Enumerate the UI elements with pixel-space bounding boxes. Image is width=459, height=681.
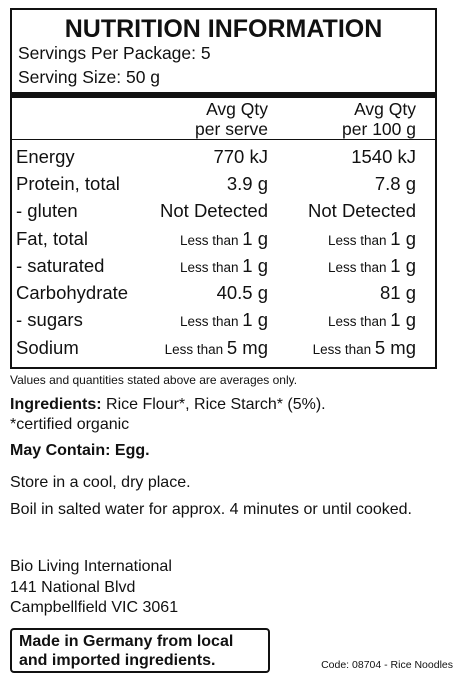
per-serve-value: Less than 5 mg bbox=[164, 336, 268, 358]
panel-title: NUTRITION INFORMATION bbox=[64, 15, 383, 43]
may-contain-label: May Contain: bbox=[10, 442, 111, 459]
nutrient-rows: Energy 770 kJ 1540 kJ Protein, total 3.9… bbox=[12, 140, 435, 361]
nutrient-name: Fat, total bbox=[16, 227, 88, 249]
may-contain-text: Egg. bbox=[110, 442, 150, 459]
origin-line-2: and imported ingredients. bbox=[19, 652, 216, 669]
column-per-100g: Avg Qty per 100 g bbox=[342, 99, 416, 139]
nutrient-row: - gluten Not Detected Not Detected bbox=[12, 198, 435, 225]
address-line-3: Campbellfield VIC 3061 bbox=[10, 599, 179, 616]
per-serve-value: Less than 1 g bbox=[179, 227, 268, 249]
nutrient-row: Fat, total Less than 1 g Less than 1 g bbox=[12, 225, 435, 252]
per-100g-value: 81 g bbox=[379, 282, 416, 304]
nutrient-row: Energy 770 kJ 1540 kJ bbox=[12, 143, 435, 170]
ingredients-line: Ingredients: Rice Flour*, Rice Starch* (… bbox=[10, 393, 326, 417]
per-100g-value: Not Detected bbox=[308, 200, 416, 222]
column-headers: Avg Qty per serve Avg Qty per 100 g bbox=[12, 98, 435, 139]
per-serve-value: Less than 1 g bbox=[179, 309, 268, 331]
per-100g-value: 7.8 g bbox=[374, 172, 416, 194]
nutrient-name: Carbohydrate bbox=[16, 282, 129, 304]
nutrient-row: - sugars Less than 1 g Less than 1 g bbox=[12, 307, 435, 334]
per-100g-value: Less than 1 g bbox=[327, 309, 416, 331]
serving-size: Serving Size: 50 g bbox=[18, 67, 161, 87]
per-serve-value: 40.5 g bbox=[216, 282, 268, 304]
per-100g-value: Less than 5 mg bbox=[312, 336, 416, 358]
storage-instructions: Store in a cool, dry place. bbox=[10, 474, 191, 491]
header-rule bbox=[12, 139, 435, 140]
nutrient-row: - saturated Less than 1 g Less than 1 g bbox=[12, 252, 435, 279]
address-line-2: 141 National Blvd bbox=[10, 578, 136, 596]
may-contain-line: May Contain: Egg. bbox=[10, 442, 150, 460]
per-100g-value: Less than 1 g bbox=[327, 227, 416, 249]
nutrient-row: Protein, total 3.9 g 7.8 g bbox=[12, 170, 435, 197]
company-address: Bio Living International 141 National Bl… bbox=[10, 557, 178, 619]
ingredients-label: Ingredients: bbox=[10, 396, 102, 413]
cooking-instructions: Boil in salted water for approx. 4 minut… bbox=[10, 501, 412, 518]
certified-organic-note: *certified organic bbox=[10, 416, 130, 433]
per-100g-value: Less than 1 g bbox=[327, 254, 416, 276]
per-serve-value: 3.9 g bbox=[226, 172, 268, 194]
nutrient-row: Sodium Less than 5 mg Less than 5 mg bbox=[12, 334, 435, 361]
country-of-origin-box: Made in Germany from local and imported … bbox=[10, 628, 270, 673]
panel-rule bbox=[12, 92, 435, 98]
origin-line-1: Made in Germany from local bbox=[19, 633, 234, 650]
per-100g-value: 1540 kJ bbox=[351, 145, 416, 167]
nutrient-name: Protein, total bbox=[16, 172, 120, 194]
product-code: Code: 08704 - Rice Noodles bbox=[321, 659, 453, 671]
per-serve-value: Not Detected bbox=[160, 200, 268, 222]
nutrient-name: - gluten bbox=[16, 200, 78, 222]
nutrition-panel: NUTRITION INFORMATION Servings Per Packa… bbox=[10, 8, 437, 369]
averages-note: Values and quantities stated above are a… bbox=[10, 373, 298, 387]
nutrient-name: - saturated bbox=[16, 254, 105, 276]
per-serve-value: Less than 1 g bbox=[179, 254, 268, 276]
nutrient-name: Energy bbox=[16, 145, 75, 167]
servings-per-package: Servings Per Package: 5 bbox=[18, 43, 211, 63]
column-per-serve: Avg Qty per serve bbox=[195, 99, 268, 139]
address-line-1: Bio Living International bbox=[10, 558, 172, 575]
ingredients-text: Rice Flour*, Rice Starch* (5%). bbox=[101, 396, 326, 413]
nutrient-name: Sodium bbox=[16, 336, 79, 358]
nutrient-row: Carbohydrate 40.5 g 81 g bbox=[12, 279, 435, 306]
nutrient-name: - sugars bbox=[16, 309, 83, 331]
per-serve-value: 770 kJ bbox=[213, 145, 268, 167]
